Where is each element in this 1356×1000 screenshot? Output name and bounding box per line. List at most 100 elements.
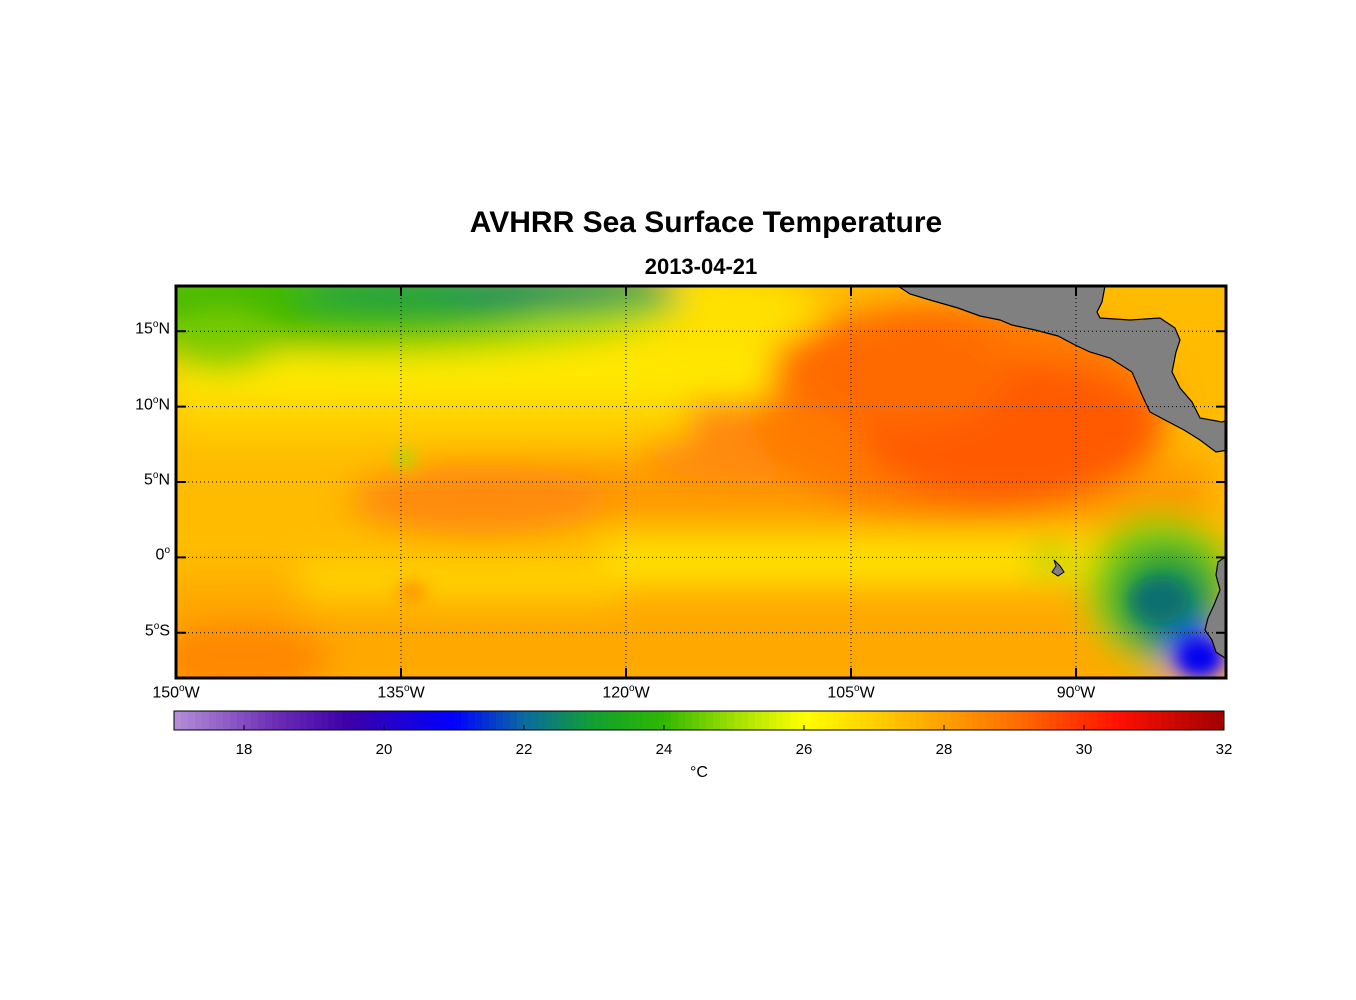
colorbar-segment	[559, 711, 567, 730]
colorbar-segment	[1098, 711, 1106, 730]
colorbar-segment	[874, 711, 882, 730]
colorbar-segment	[972, 711, 980, 730]
colorbar-segment	[370, 711, 378, 730]
colorbar-segment	[783, 711, 791, 730]
colorbar-segment	[293, 711, 301, 730]
colorbar-segment	[335, 711, 343, 730]
colorbar-segment	[1049, 711, 1057, 730]
colorbar-segment	[188, 711, 196, 730]
colorbar-segment	[314, 711, 322, 730]
colorbar-tick-label: 22	[515, 741, 533, 758]
colorbar-segment	[664, 711, 672, 730]
colorbar-segment	[790, 711, 798, 730]
colorbar-segment	[1196, 711, 1204, 730]
colorbar-segment	[1014, 711, 1022, 730]
colorbar-segment	[223, 711, 231, 730]
colorbar-segment	[916, 711, 924, 730]
colorbar-segment	[356, 711, 364, 730]
colorbar-segment	[524, 711, 532, 730]
colorbar-segment	[300, 711, 308, 730]
colorbar-segment	[825, 711, 833, 730]
colorbar-segment	[993, 711, 1001, 730]
colorbar-segment	[755, 711, 763, 730]
colorbar-segment	[195, 711, 203, 730]
colorbar-segment	[489, 711, 497, 730]
sst-field	[176, 286, 1226, 678]
colorbar-segment	[734, 711, 742, 730]
colorbar-segment	[748, 711, 756, 730]
colorbar-segment	[475, 711, 483, 730]
colorbar-segment	[1021, 711, 1029, 730]
colorbar-segment	[1119, 711, 1127, 730]
colorbar-segment	[1140, 711, 1148, 730]
colorbar-segment	[811, 711, 819, 730]
colorbar-segment	[1161, 711, 1169, 730]
colorbar-segment	[902, 711, 910, 730]
lon-tick-label: 135oW	[377, 683, 425, 702]
colorbar-segment	[867, 711, 875, 730]
colorbar-segment	[671, 711, 679, 730]
colorbar-segment	[517, 711, 525, 730]
colorbar-segment	[174, 711, 182, 730]
colorbar-segment	[1189, 711, 1197, 730]
colorbar-segment	[1217, 711, 1225, 730]
colorbar-segment	[909, 711, 917, 730]
colorbar-segment	[503, 711, 511, 730]
colorbar-segment	[594, 711, 602, 730]
colorbar-segment	[454, 711, 462, 730]
colorbar-unit: °C	[690, 764, 708, 781]
colorbar-segment	[1070, 711, 1078, 730]
map-title: AVHRR Sea Surface Temperature	[469, 206, 943, 239]
colorbar-segment	[1028, 711, 1036, 730]
colorbar-segment	[944, 711, 952, 730]
colorbar-segment	[650, 711, 658, 730]
colorbar-segment	[629, 711, 637, 730]
colorbar-segment	[762, 711, 770, 730]
colorbar-tick-label: 28	[935, 741, 953, 758]
colorbar-tick-label: 32	[1215, 741, 1233, 758]
colorbar-segment	[426, 711, 434, 730]
colorbar-segment	[216, 711, 224, 730]
colorbar-segment	[1112, 711, 1120, 730]
colorbar-segment	[930, 711, 938, 730]
colorbar-segment	[405, 711, 413, 730]
colorbar-segment	[797, 711, 805, 730]
colorbar-segment	[951, 711, 959, 730]
colorbar-segment	[545, 711, 553, 730]
colorbar-segment	[1154, 711, 1162, 730]
colorbar-segment	[895, 711, 903, 730]
colorbar-segment	[804, 711, 812, 730]
colorbar-segment	[230, 711, 238, 730]
colorbar-segment	[769, 711, 777, 730]
colorbar-segment	[482, 711, 490, 730]
colorbar-segment	[237, 711, 245, 730]
colorbar-segment	[881, 711, 889, 730]
colorbar-segment	[244, 711, 252, 730]
lon-tick-label: 150oW	[152, 683, 200, 702]
colorbar-segment	[923, 711, 931, 730]
colorbar-segment	[937, 711, 945, 730]
colorbar-segment	[839, 711, 847, 730]
lon-tick-label: 105oW	[827, 683, 875, 702]
colorbar-segment	[461, 711, 469, 730]
colorbar-segment	[440, 711, 448, 730]
colorbar-segment	[510, 711, 518, 730]
colorbar-segment	[412, 711, 420, 730]
colorbar-tick-label: 18	[235, 741, 253, 758]
colorbar-segment	[1175, 711, 1183, 730]
colorbar-segment	[1000, 711, 1008, 730]
colorbar-segment	[419, 711, 427, 730]
colorbar-segment	[433, 711, 441, 730]
colorbar-segment	[538, 711, 546, 730]
colorbar-segment	[846, 711, 854, 730]
colorbar-segment	[1091, 711, 1099, 730]
colorbar-segment	[1210, 711, 1218, 730]
colorbar-segment	[1007, 711, 1015, 730]
lat-tick-label: 0o	[155, 545, 170, 564]
colorbar-segment	[447, 711, 455, 730]
colorbar-segment	[342, 711, 350, 730]
grid-lines	[176, 286, 1226, 678]
colorbar-segment	[608, 711, 616, 730]
colorbar-segment	[272, 711, 280, 730]
colorbar-segment	[706, 711, 714, 730]
